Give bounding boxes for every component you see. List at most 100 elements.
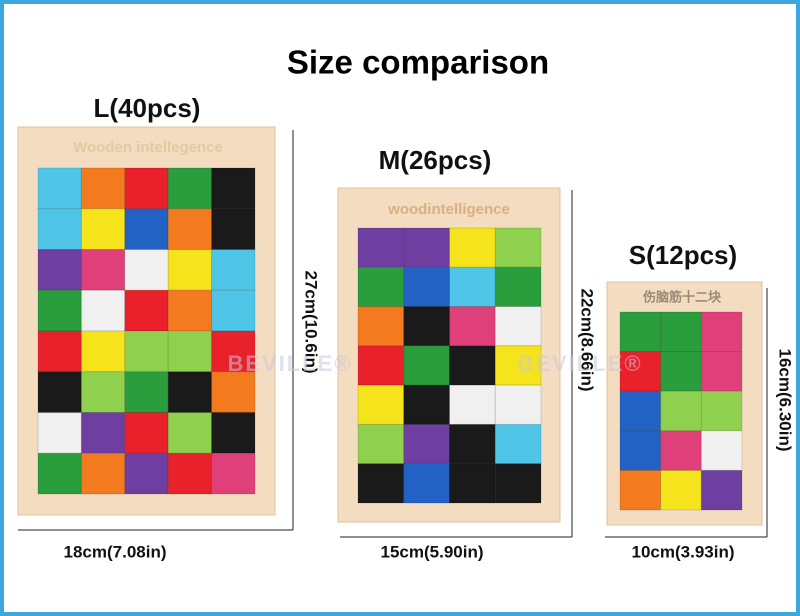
puzzle-piece	[700, 430, 743, 471]
puzzle-piece	[357, 306, 405, 347]
width-label: 15cm(5.90in)	[381, 542, 484, 561]
puzzle-piece	[357, 266, 405, 308]
puzzle-piece	[357, 463, 405, 504]
puzzle-piece	[211, 249, 256, 291]
puzzle-piece	[660, 390, 702, 432]
puzzle-piece	[660, 430, 702, 471]
puzzle	[619, 311, 743, 511]
puzzle-piece	[80, 249, 126, 291]
puzzle-piece	[700, 351, 743, 392]
puzzle-piece	[357, 345, 405, 386]
puzzle-piece	[211, 167, 256, 210]
puzzle-piece	[167, 412, 213, 454]
puzzle-piece	[37, 289, 82, 332]
puzzle-piece	[167, 289, 213, 332]
puzzle-piece	[37, 452, 82, 495]
puzzle-piece	[124, 289, 169, 332]
engraving: Wooden intellegence	[73, 139, 223, 156]
puzzle-piece	[37, 167, 82, 210]
puzzle-piece	[80, 371, 126, 413]
puzzle-piece	[660, 311, 702, 353]
puzzle	[357, 227, 542, 504]
puzzle-piece	[167, 249, 213, 291]
watermark: BEVILLE®	[227, 351, 352, 376]
puzzle-piece	[449, 423, 496, 465]
puzzle-piece	[660, 469, 702, 511]
height-label: 22cm(8.66in)	[578, 289, 597, 392]
puzzle-piece	[167, 371, 213, 413]
puzzle-piece	[37, 330, 82, 373]
puzzle-piece	[403, 384, 450, 425]
puzzle-piece	[449, 384, 496, 425]
puzzle-piece	[449, 345, 496, 386]
puzzle-piece	[619, 311, 662, 353]
puzzle-piece	[494, 384, 542, 425]
puzzle-piece	[167, 167, 213, 210]
puzzle-piece	[80, 330, 126, 373]
puzzle-piece	[211, 452, 256, 495]
puzzle-piece	[660, 351, 702, 392]
puzzle-piece	[449, 306, 496, 347]
puzzle-piece	[700, 390, 743, 432]
puzzle-piece	[37, 249, 82, 291]
puzzle-piece	[37, 371, 82, 413]
puzzle-piece	[124, 412, 169, 454]
engraving: 伤脑筋十二块	[642, 289, 722, 304]
puzzle-piece	[403, 266, 450, 308]
puzzle-piece	[700, 469, 743, 511]
puzzle-piece	[449, 227, 496, 268]
puzzle-piece	[211, 371, 256, 413]
puzzle-piece	[124, 249, 169, 291]
puzzle-piece	[124, 167, 169, 210]
puzzle-piece	[449, 463, 496, 504]
puzzle-piece	[700, 311, 743, 353]
puzzle-piece	[494, 227, 542, 268]
puzzle-piece	[211, 289, 256, 332]
puzzle-piece	[80, 452, 126, 495]
title: Size comparison	[287, 44, 549, 81]
puzzle-piece	[403, 306, 450, 347]
puzzle-piece	[357, 384, 405, 425]
puzzle-piece	[80, 167, 126, 210]
puzzle-piece	[494, 266, 542, 308]
board-label: L(40pcs)	[94, 93, 201, 123]
width-label: 10cm(3.93in)	[632, 542, 735, 561]
height-label: 16cm(6.30in)	[776, 349, 795, 452]
puzzle-piece	[211, 208, 256, 250]
watermark: BEVILLE®	[517, 351, 642, 376]
board-label: M(26pcs)	[379, 145, 492, 175]
puzzle-piece	[449, 266, 496, 308]
puzzle-piece	[403, 345, 450, 386]
puzzle-piece	[494, 345, 542, 386]
puzzle-piece	[124, 330, 169, 373]
puzzle-piece	[619, 469, 662, 511]
puzzle-piece	[124, 208, 169, 250]
puzzle-piece	[619, 390, 662, 432]
puzzle-piece	[80, 412, 126, 454]
puzzle	[37, 167, 256, 495]
board-label: S(12pcs)	[629, 240, 737, 270]
height-label: 27cm(10.6in)	[302, 271, 321, 374]
puzzle-piece	[403, 423, 450, 465]
puzzle-piece	[211, 330, 256, 373]
puzzle-piece	[167, 208, 213, 250]
puzzle-piece	[37, 208, 82, 250]
puzzle-piece	[494, 306, 542, 347]
puzzle-piece	[80, 208, 126, 250]
puzzle-piece	[494, 463, 542, 504]
width-label: 18cm(7.08in)	[64, 542, 167, 561]
puzzle-piece	[124, 371, 169, 413]
puzzle-piece	[619, 430, 662, 471]
puzzle-piece	[403, 227, 450, 268]
puzzle-piece	[211, 412, 256, 454]
puzzle-piece	[124, 452, 169, 495]
engraving: woodintelligence	[387, 201, 510, 218]
puzzle-piece	[167, 330, 213, 373]
puzzle-piece	[403, 463, 450, 504]
puzzle-piece	[357, 227, 405, 268]
puzzle-piece	[167, 452, 213, 495]
puzzle-piece	[494, 423, 542, 465]
puzzle-piece	[80, 289, 126, 332]
puzzle-piece	[357, 423, 405, 465]
